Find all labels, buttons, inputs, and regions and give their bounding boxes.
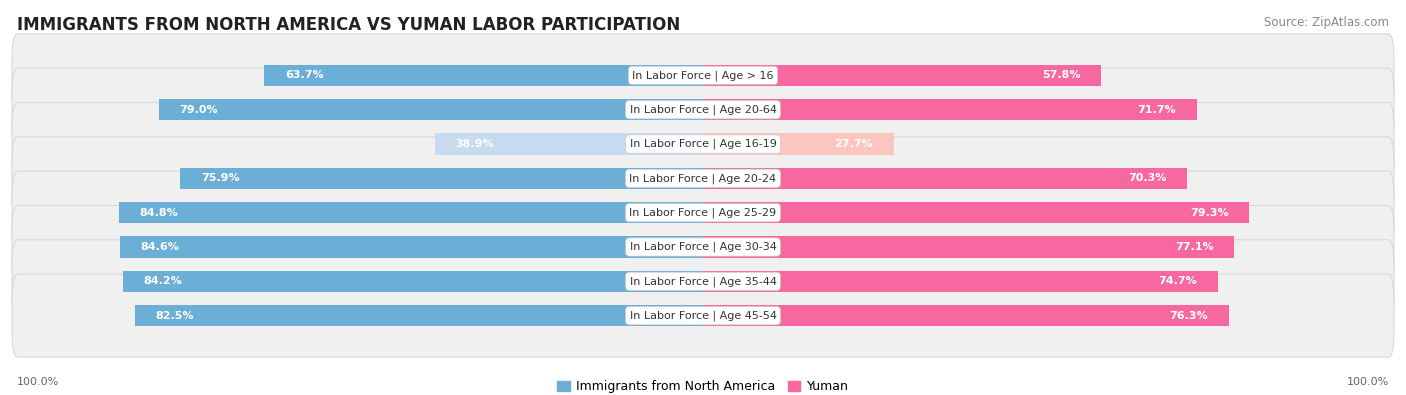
Text: 82.5%: 82.5% [155,311,194,321]
Text: IMMIGRANTS FROM NORTH AMERICA VS YUMAN LABOR PARTICIPATION: IMMIGRANTS FROM NORTH AMERICA VS YUMAN L… [17,16,681,34]
FancyBboxPatch shape [13,240,1393,323]
Text: 84.8%: 84.8% [139,208,179,218]
Text: In Labor Force | Age 20-64: In Labor Force | Age 20-64 [630,104,776,115]
Text: In Labor Force | Age 35-44: In Labor Force | Age 35-44 [630,276,776,287]
Text: 75.9%: 75.9% [201,173,239,183]
Bar [180,168,703,189]
FancyBboxPatch shape [13,102,1393,186]
Text: 71.7%: 71.7% [1137,105,1177,115]
Text: 27.7%: 27.7% [835,139,873,149]
Bar [703,168,1187,189]
Text: 79.0%: 79.0% [180,105,218,115]
Text: In Labor Force | Age 16-19: In Labor Force | Age 16-19 [630,139,776,149]
FancyBboxPatch shape [13,205,1393,289]
Text: Source: ZipAtlas.com: Source: ZipAtlas.com [1264,16,1389,29]
FancyBboxPatch shape [13,171,1393,254]
Text: 84.2%: 84.2% [143,276,183,286]
FancyBboxPatch shape [13,34,1393,117]
FancyBboxPatch shape [13,137,1393,220]
Text: 77.1%: 77.1% [1175,242,1213,252]
Bar [159,99,703,120]
Text: In Labor Force | Age 20-24: In Labor Force | Age 20-24 [630,173,776,184]
Text: In Labor Force | Age 30-34: In Labor Force | Age 30-34 [630,242,776,252]
Bar [703,99,1197,120]
Text: In Labor Force | Age 25-29: In Labor Force | Age 25-29 [630,207,776,218]
Text: 79.3%: 79.3% [1189,208,1229,218]
Text: 63.7%: 63.7% [285,70,323,80]
Text: 84.6%: 84.6% [141,242,180,252]
Bar [703,65,1101,86]
Text: 76.3%: 76.3% [1170,311,1208,321]
Text: 100.0%: 100.0% [1347,377,1389,387]
Legend: Immigrants from North America, Yuman: Immigrants from North America, Yuman [554,376,852,395]
Bar [122,271,703,292]
Text: 57.8%: 57.8% [1042,70,1081,80]
Text: 38.9%: 38.9% [456,139,495,149]
FancyBboxPatch shape [13,274,1393,357]
Text: 74.7%: 74.7% [1159,276,1197,286]
Bar [434,134,703,155]
Text: 100.0%: 100.0% [17,377,59,387]
Bar [264,65,703,86]
Text: 70.3%: 70.3% [1128,173,1167,183]
Bar [118,202,703,223]
Text: In Labor Force | Age 45-54: In Labor Force | Age 45-54 [630,310,776,321]
Bar [120,236,703,258]
Bar [135,305,703,326]
Bar [703,236,1234,258]
Bar [703,271,1218,292]
Bar [703,202,1250,223]
Bar [703,134,894,155]
Text: In Labor Force | Age > 16: In Labor Force | Age > 16 [633,70,773,81]
FancyBboxPatch shape [13,68,1393,151]
Bar [703,305,1229,326]
